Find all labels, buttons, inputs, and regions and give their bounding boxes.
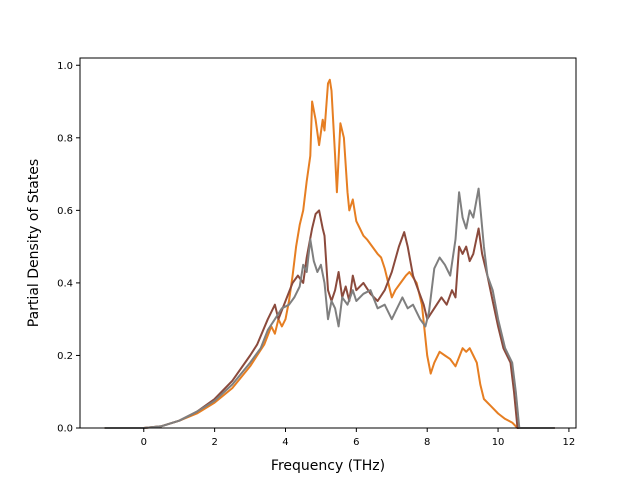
y-tick-label: 0.2 — [57, 351, 73, 362]
x-tick-label: 8 — [424, 437, 430, 448]
series-line-3 — [104, 187, 555, 429]
x-tick-label: 0 — [141, 437, 147, 448]
x-axis-label: Frequency (THz) — [271, 458, 385, 474]
y-axis-label: Partial Density of States — [26, 159, 42, 327]
x-tick-label: 12 — [563, 437, 576, 448]
series-line-2 — [104, 209, 555, 429]
x-tick-label: 4 — [282, 437, 288, 448]
y-axis-ticks: 0.0 0.2 0.4 0.6 0.8 1.0 — [57, 61, 80, 435]
y-tick-label: 1.0 — [57, 61, 73, 72]
y-tick-label: 0.4 — [57, 278, 73, 289]
y-tick-label: 0.6 — [57, 206, 73, 217]
y-tick-label: 0.0 — [57, 424, 73, 435]
x-axis-ticks: 0 2 4 6 8 10 12 — [141, 428, 576, 448]
x-tick-label: 6 — [353, 437, 359, 448]
y-tick-label: 0.8 — [57, 133, 73, 144]
series-line-1 — [104, 78, 555, 429]
series-layer — [104, 78, 555, 429]
plot-frame — [79, 57, 577, 429]
x-tick-label: 2 — [211, 437, 217, 448]
x-tick-label: 10 — [492, 437, 505, 448]
